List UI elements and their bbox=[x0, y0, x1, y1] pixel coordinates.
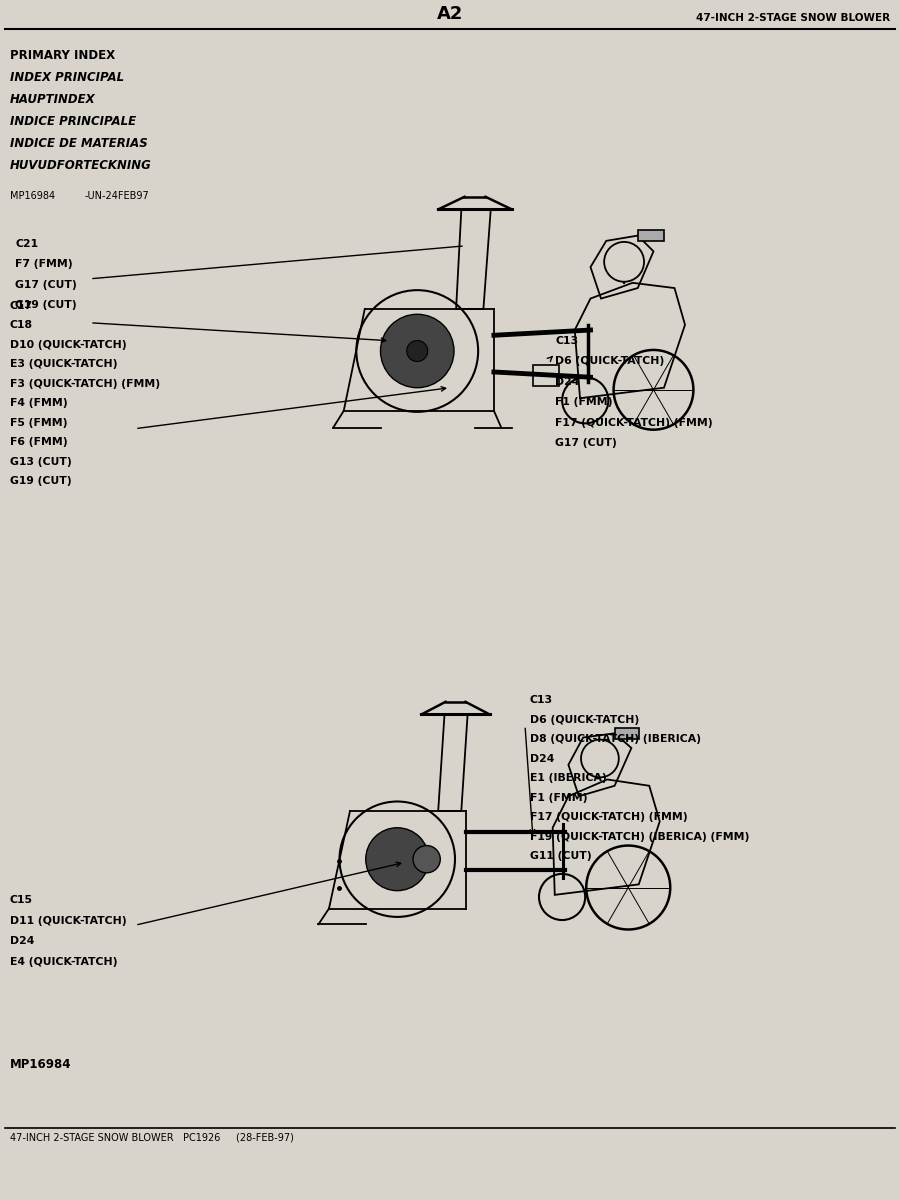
Text: INDICE PRINCIPALE: INDICE PRINCIPALE bbox=[10, 115, 136, 128]
Text: F17 (QUICK-TATCH) (FMM): F17 (QUICK-TATCH) (FMM) bbox=[530, 812, 688, 822]
Polygon shape bbox=[638, 230, 664, 241]
Text: G19 (CUT): G19 (CUT) bbox=[10, 476, 72, 486]
Circle shape bbox=[365, 828, 428, 890]
Text: MP16984: MP16984 bbox=[10, 191, 55, 200]
Text: HAUPTINDEX: HAUPTINDEX bbox=[10, 92, 95, 106]
Text: D24: D24 bbox=[555, 377, 580, 386]
Text: G17 (CUT): G17 (CUT) bbox=[555, 438, 616, 448]
Text: D11 (QUICK-TATCH): D11 (QUICK-TATCH) bbox=[10, 916, 127, 925]
Text: C18: C18 bbox=[10, 320, 33, 330]
Text: D10 (QUICK-TATCH): D10 (QUICK-TATCH) bbox=[10, 340, 127, 349]
Text: INDICE DE MATERIAS: INDICE DE MATERIAS bbox=[10, 137, 148, 150]
Text: C13: C13 bbox=[555, 336, 578, 346]
Text: HUVUDFORTECKNING: HUVUDFORTECKNING bbox=[10, 158, 152, 172]
Text: E1 (IBERICA): E1 (IBERICA) bbox=[530, 773, 607, 784]
Circle shape bbox=[381, 314, 454, 388]
Text: F1 (FMM): F1 (FMM) bbox=[530, 793, 588, 803]
Text: A2: A2 bbox=[436, 5, 464, 23]
Text: D6 (QUICK-TATCH): D6 (QUICK-TATCH) bbox=[530, 715, 639, 725]
Polygon shape bbox=[615, 728, 639, 738]
Text: E4 (QUICK-TATCH): E4 (QUICK-TATCH) bbox=[10, 956, 118, 967]
Text: G19 (CUT): G19 (CUT) bbox=[15, 300, 76, 311]
Circle shape bbox=[413, 846, 440, 872]
Text: D24: D24 bbox=[10, 936, 34, 947]
Text: F17 (QUICK-TATCH) (FMM): F17 (QUICK-TATCH) (FMM) bbox=[555, 418, 713, 427]
Text: G17 (CUT): G17 (CUT) bbox=[15, 280, 76, 290]
Circle shape bbox=[407, 341, 428, 361]
Text: 47-INCH 2-STAGE SNOW BLOWER: 47-INCH 2-STAGE SNOW BLOWER bbox=[696, 13, 890, 23]
Text: F4 (FMM): F4 (FMM) bbox=[10, 398, 68, 408]
Text: C21: C21 bbox=[15, 239, 38, 248]
Text: PRIMARY INDEX: PRIMARY INDEX bbox=[10, 49, 115, 62]
Text: G13 (CUT): G13 (CUT) bbox=[10, 457, 72, 467]
Text: C13: C13 bbox=[530, 696, 554, 706]
Text: F3 (QUICK-TATCH) (FMM): F3 (QUICK-TATCH) (FMM) bbox=[10, 379, 160, 389]
Text: G11 (CUT): G11 (CUT) bbox=[530, 851, 591, 862]
Text: INDEX PRINCIPAL: INDEX PRINCIPAL bbox=[10, 71, 124, 84]
Text: F19 (QUICK-TATCH) (IBERICA) (FMM): F19 (QUICK-TATCH) (IBERICA) (FMM) bbox=[530, 832, 750, 842]
Text: -UN-24FEB97: -UN-24FEB97 bbox=[85, 191, 149, 200]
Text: F6 (FMM): F6 (FMM) bbox=[10, 437, 68, 448]
Text: D8 (QUICK-TATCH) (IBERICA): D8 (QUICK-TATCH) (IBERICA) bbox=[530, 734, 701, 744]
Text: D24: D24 bbox=[530, 754, 554, 764]
Text: F1 (FMM): F1 (FMM) bbox=[555, 397, 613, 407]
Text: 47-INCH 2-STAGE SNOW BLOWER   PC1926     (28-FEB-97): 47-INCH 2-STAGE SNOW BLOWER PC1926 (28-F… bbox=[10, 1132, 294, 1142]
Text: E3 (QUICK-TATCH): E3 (QUICK-TATCH) bbox=[10, 359, 118, 370]
Text: C17: C17 bbox=[10, 301, 33, 311]
Text: MP16984: MP16984 bbox=[10, 1058, 71, 1072]
Text: C15: C15 bbox=[10, 895, 33, 905]
Text: F5 (FMM): F5 (FMM) bbox=[10, 418, 68, 427]
Text: F7 (FMM): F7 (FMM) bbox=[15, 259, 73, 269]
Text: D6 (QUICK-TATCH): D6 (QUICK-TATCH) bbox=[555, 356, 664, 366]
